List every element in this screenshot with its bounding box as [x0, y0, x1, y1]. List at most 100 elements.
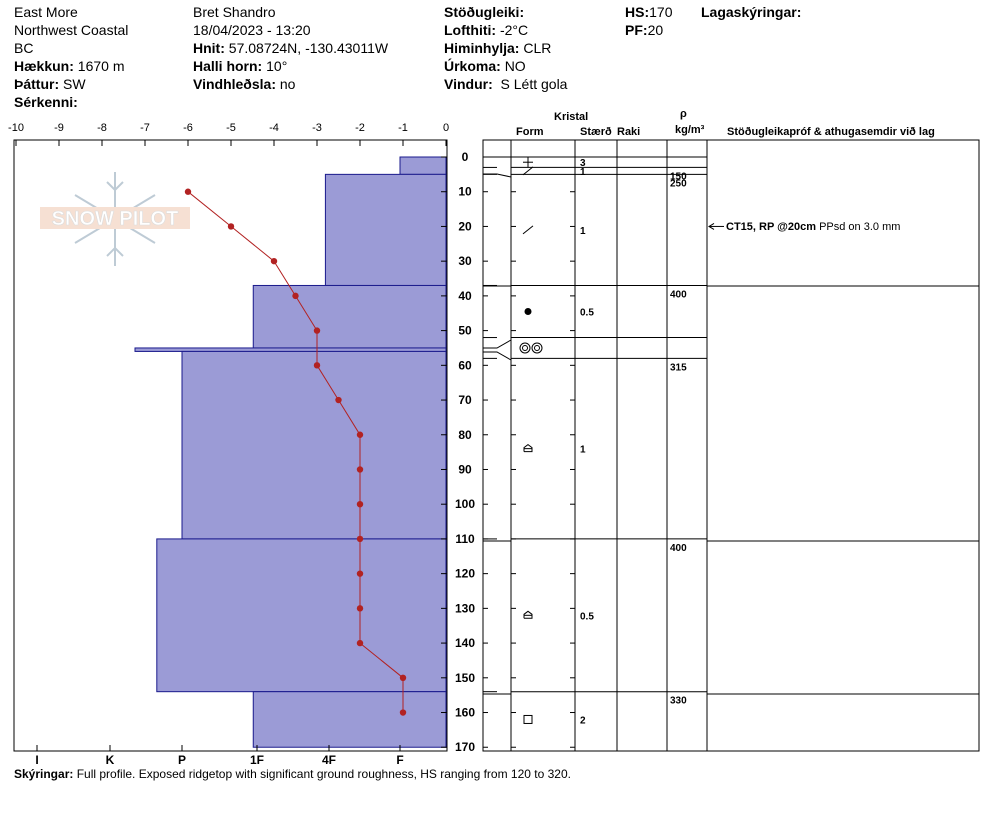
form-symbol-decomposing-icon [522, 225, 534, 235]
temperature-point [335, 396, 342, 404]
form-symbol-ice-icon [519, 342, 531, 354]
layer-size: 1 [580, 167, 586, 178]
coords-label: Hnit: [193, 40, 225, 56]
tests-header: Stöðugleikapróf & athugasemdir við lag [727, 126, 935, 138]
depth-tick-label: 100 [455, 497, 475, 511]
stability-label: Stöðugleiki: [444, 4, 525, 20]
depth-tick-label: 40 [458, 289, 472, 303]
depth-tick-label: 50 [458, 324, 472, 338]
temperature-point [356, 501, 364, 508]
temp-tick-label: -6 [183, 122, 193, 134]
temperature-profile [184, 188, 407, 716]
coords-row: Hnit: 57.08724N, -130.43011W [193, 40, 388, 56]
temp-tick-label: -9 [54, 122, 64, 134]
depth-tick-label: 0 [462, 150, 469, 164]
air-temp-value: -2°C [499, 22, 529, 38]
temperature-point [313, 327, 321, 334]
depth-tick-label: 10 [458, 185, 472, 199]
wind-loading-row: Vindhleðsla: no [193, 76, 295, 92]
crystal-header: Kristal [554, 111, 589, 123]
elevation-label: Hækkun: [14, 58, 74, 74]
depth-tick-label: 20 [458, 219, 472, 233]
depth-tick-label: 170 [455, 740, 475, 754]
elevation-value: 1670 m [77, 58, 125, 74]
form-header: Form [516, 126, 544, 138]
temperature-axis: -10 -9 -8 -7 -6 -5 -4 -3 -2 -1 0 [8, 122, 449, 146]
form-symbol-rounded-icon [524, 308, 532, 316]
test-note-detail: PPsd on 3.0 mm [819, 221, 901, 233]
slope-row: Halli horn: 10° [193, 58, 287, 74]
layer-density: 400 [670, 289, 687, 300]
precip-value: NO [504, 58, 526, 74]
pf-value: 20 [647, 22, 664, 38]
footer-label: Skýringar: [14, 767, 74, 781]
hardness-tick-label: K [106, 753, 115, 767]
hardness-tick-label: 4F [322, 753, 336, 767]
layer-size: 2 [580, 715, 586, 726]
location: East More [14, 4, 78, 20]
layer-connector [483, 351, 512, 361]
wind-value: S Létt gola [500, 76, 568, 92]
density-unit-header: kg/m³ [675, 124, 705, 136]
temperature-point [399, 709, 407, 716]
temperature-point [184, 188, 192, 195]
temperature-point [227, 223, 235, 230]
layer-connector [483, 173, 512, 178]
form-symbol-ice-icon [522, 344, 528, 351]
depth-tick-label: 110 [455, 532, 475, 546]
test-note-code: CT15, RP @20cm [726, 221, 817, 233]
temperature-point [356, 535, 364, 543]
layer-legend-label: Lagaskýringar: [701, 4, 802, 20]
hardness-bar [324, 173, 447, 286]
layer-table [482, 139, 980, 752]
air-temp-row: Lofthiti: -2°C [444, 22, 528, 38]
observer: Bret Shandro [193, 4, 276, 20]
temp-tick-label: -2 [355, 122, 365, 134]
hardness-tick-label: I [35, 753, 38, 767]
layer-density: 150 [670, 171, 687, 182]
temp-tick-label: -1 [398, 122, 408, 134]
depth-tick-label: 160 [455, 706, 475, 720]
depth-tick-label: 90 [458, 462, 472, 476]
footer: Skýringar: Full profile. Exposed ridgeto… [14, 766, 571, 782]
temperature-point [356, 605, 364, 612]
test-note: CT15, RP @20cm PPsd on 3.0 mm [726, 221, 900, 233]
layer-size: 0.5 [580, 611, 594, 622]
wind-loading-label: Vindhleðsla: [193, 76, 276, 92]
pf-row: PF:20 [625, 22, 663, 38]
slope-label: Halli horn: [193, 58, 263, 74]
region: Northwest Coastal [14, 22, 129, 38]
temperature-point [292, 292, 299, 300]
temp-tick-label: -3 [312, 122, 322, 134]
wind-label: Vindur: [444, 76, 493, 92]
depth-tick-label: 30 [458, 254, 472, 268]
aspect-row: Þáttur: SW [14, 76, 86, 92]
temp-tick-label: 0 [443, 122, 449, 134]
temp-tick-label: -8 [97, 122, 107, 134]
pf-label: PF: [625, 22, 648, 38]
layer-density: 250 [670, 178, 687, 189]
slope-value: 10° [266, 58, 288, 74]
hardness-tick-label: 1F [250, 753, 264, 767]
wind-loading-value: no [279, 76, 296, 92]
hardness-bar [134, 347, 447, 352]
sky-row: Himinhylja: CLR [444, 40, 551, 56]
logo-banner [40, 207, 190, 229]
datetime: 18/04/2023 - 13:20 [193, 22, 311, 38]
hardness-bar [156, 538, 447, 693]
hardness-tick-label: P [178, 753, 186, 767]
precip-label: Úrkoma: [444, 58, 501, 74]
rho-header: ρ [680, 108, 687, 120]
hs-value: 170 [649, 4, 673, 20]
hardness-bar [252, 284, 447, 349]
snowpilot-logo: SNOW PILOT [40, 172, 190, 266]
hardness-bar [181, 350, 447, 540]
table-frame [482, 139, 980, 752]
sky-value: CLR [523, 40, 552, 56]
layer-density: 400 [670, 543, 687, 554]
hs-row: HS:170 [625, 4, 672, 20]
layer-size: 3 [580, 158, 586, 169]
temperature-point [356, 570, 364, 577]
